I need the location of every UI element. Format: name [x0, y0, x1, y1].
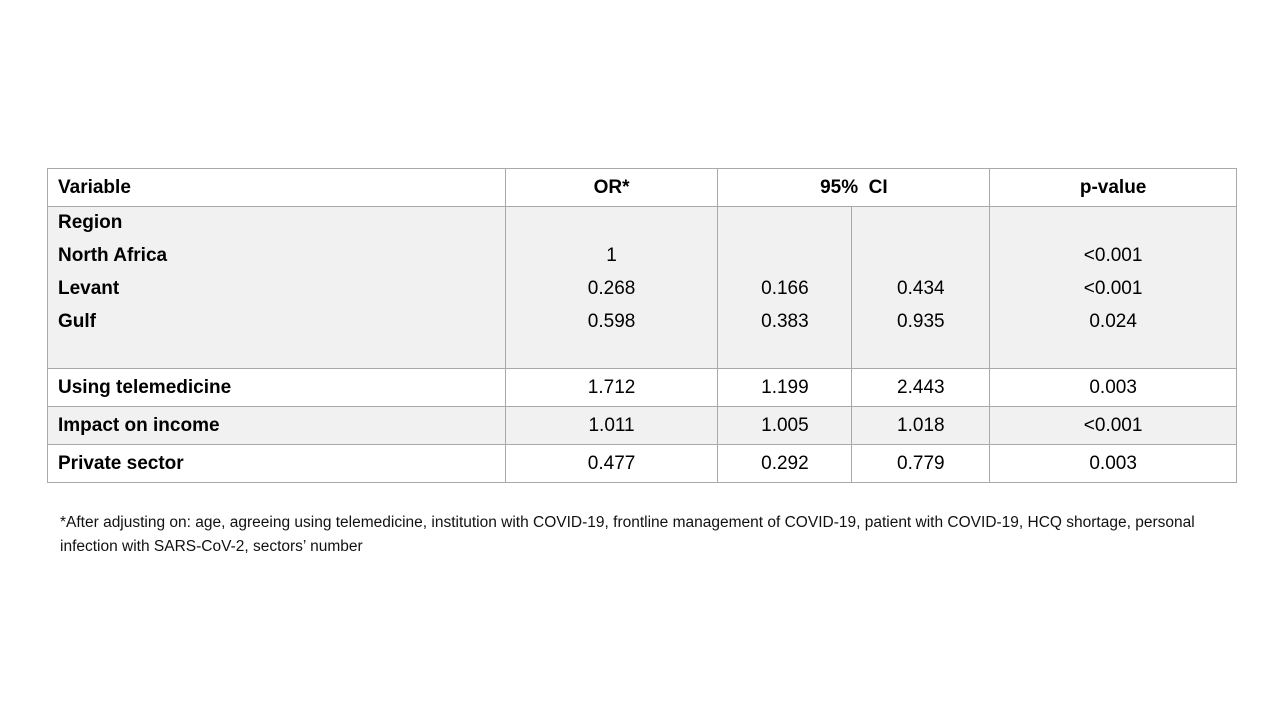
cell-ci-low: 0.166 [717, 272, 853, 306]
table-row: North Africa 1 <0.001 [47, 239, 1237, 273]
table-row: Private sector 0.477 0.292 0.779 0.003 [47, 444, 1237, 483]
table-row: Levant 0.268 0.166 0.434 <0.001 [47, 272, 1237, 306]
header-variable: Variable [47, 168, 506, 207]
cell-p-value [989, 206, 1237, 240]
cell-or: 0.477 [504, 444, 719, 483]
cell-variable [47, 338, 506, 369]
cell-ci-high [851, 239, 991, 273]
header-or: OR* [504, 168, 719, 207]
table-row: Using telemedicine 1.712 1.199 2.443 0.0… [47, 368, 1237, 407]
cell-or: 1.011 [504, 406, 719, 445]
cell-variable: Impact on income [47, 406, 506, 445]
cell-p-value: 0.003 [989, 368, 1237, 407]
cell-ci-high: 0.779 [851, 444, 991, 483]
header-ci: 95% CI [717, 168, 991, 207]
cell-ci-low: 1.199 [717, 368, 853, 407]
cell-p-value: 0.003 [989, 444, 1237, 483]
table-row: Impact on income 1.011 1.005 1.018 <0.00… [47, 406, 1237, 445]
cell-ci-high: 2.443 [851, 368, 991, 407]
cell-p-value: <0.001 [989, 272, 1237, 306]
cell-ci-high: 0.434 [851, 272, 991, 306]
cell-p-value: <0.001 [989, 239, 1237, 273]
cell-p-value: 0.024 [989, 305, 1237, 339]
cell-or: 0.598 [504, 305, 719, 339]
cell-ci-high: 1.018 [851, 406, 991, 445]
cell-ci-high [851, 206, 991, 240]
table-header-row: Variable OR* 95% CI p-value [47, 168, 1237, 207]
cell-or: 1 [504, 239, 719, 273]
cell-ci-low [717, 206, 853, 240]
cell-p-value [989, 338, 1237, 369]
cell-variable: North Africa [47, 239, 506, 273]
table-row: Region [47, 206, 1237, 240]
cell-or [504, 338, 719, 369]
cell-or: 0.268 [504, 272, 719, 306]
cell-or [504, 206, 719, 240]
cell-ci-low [717, 239, 853, 273]
cell-ci-high [851, 338, 991, 369]
table-row: Gulf 0.598 0.383 0.935 0.024 [47, 305, 1237, 339]
cell-ci-low: 0.292 [717, 444, 853, 483]
cell-p-value: <0.001 [989, 406, 1237, 445]
cell-ci-low: 0.383 [717, 305, 853, 339]
cell-variable: Using telemedicine [47, 368, 506, 407]
header-p-value: p-value [989, 168, 1237, 207]
adjustment-footnote: *After adjusting on: age, agreeing using… [60, 514, 1195, 556]
cell-variable: Private sector [47, 444, 506, 483]
cell-or: 1.712 [504, 368, 719, 407]
cell-variable: Region [47, 206, 506, 240]
regression-results-table: Variable OR* 95% CI p-value Region North… [47, 168, 1237, 483]
cell-variable: Gulf [47, 305, 506, 339]
cell-variable: Levant [47, 272, 506, 306]
table-row [47, 338, 1237, 369]
cell-ci-low: 1.005 [717, 406, 853, 445]
cell-ci-low [717, 338, 853, 369]
cell-ci-high: 0.935 [851, 305, 991, 339]
